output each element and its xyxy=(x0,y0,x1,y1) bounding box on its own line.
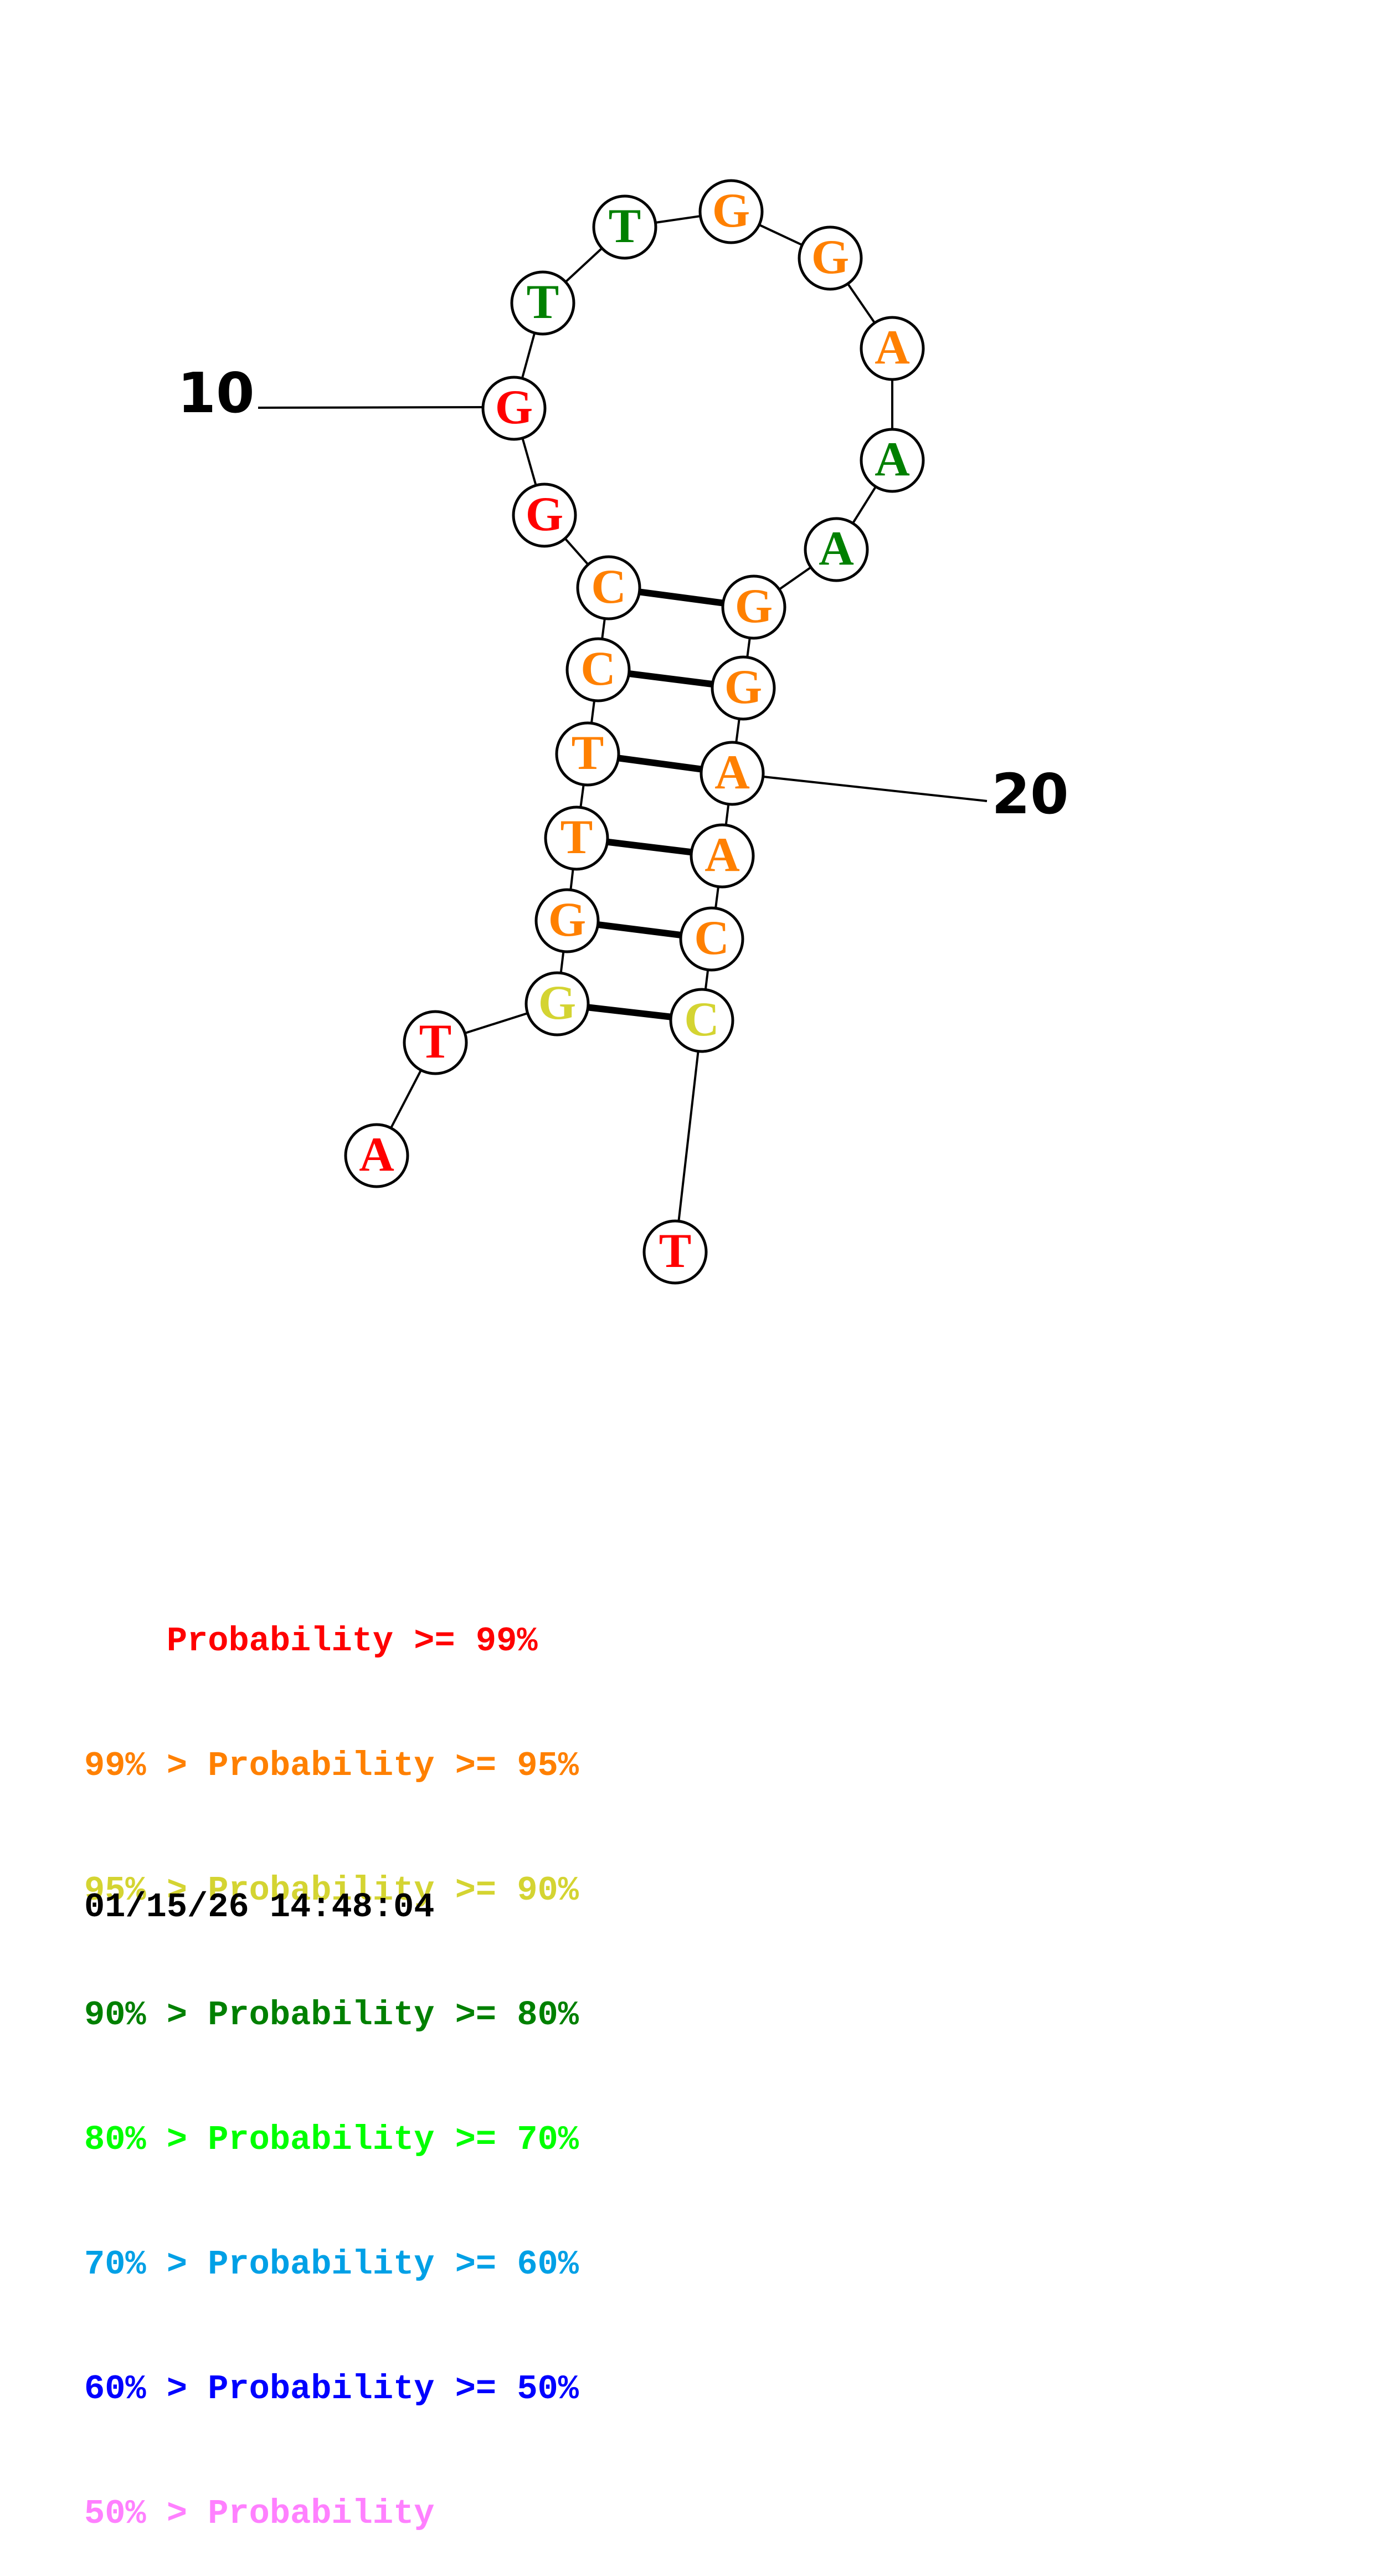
nucleotide-18: G xyxy=(721,574,786,640)
nucleotide-circle xyxy=(481,376,547,441)
nucleotide-letter: T xyxy=(609,199,641,253)
backbone-lines xyxy=(376,211,893,1253)
nucleotide-letter: A xyxy=(875,321,910,374)
index-label-line xyxy=(763,776,988,802)
nucleotide-6: T xyxy=(555,721,620,787)
backbone-segment xyxy=(674,1020,703,1253)
nucleotide-circle xyxy=(510,270,575,336)
nucleotide-circle xyxy=(698,179,764,244)
nucleotide-letter: C xyxy=(591,560,626,614)
nucleotide-5: T xyxy=(544,805,609,871)
nucleotide-circle xyxy=(592,194,657,260)
nucleotide-circle xyxy=(798,225,863,291)
nucleotide-letter: T xyxy=(572,726,604,780)
nucleotide-letter: G xyxy=(724,660,762,714)
nucleotide-9: G xyxy=(512,483,577,548)
nucleotide-8: C xyxy=(576,555,641,620)
nucleotide-21: A xyxy=(690,823,755,889)
nucleotide-circle xyxy=(344,1123,409,1188)
nucleotide-circle xyxy=(711,655,776,721)
nucleotide-19: G xyxy=(711,655,776,721)
nucleotide-letter: T xyxy=(659,1224,692,1278)
timestamp: 01/15/26 14:48:04 xyxy=(84,1887,435,1927)
nucleotide-letter: A xyxy=(819,522,854,576)
nucleotide-letter: G xyxy=(712,184,750,238)
nucleotide-letter: G xyxy=(538,976,576,1030)
nucleotide-letter: G xyxy=(495,381,533,434)
nucleotide-15: A xyxy=(860,316,925,381)
nucleotide-circle xyxy=(642,1219,708,1285)
nucleotide-letter: C xyxy=(684,993,719,1046)
base-pair-lines xyxy=(587,588,724,1020)
nucleotide-16: A xyxy=(860,428,925,493)
nucleotide-circle xyxy=(804,517,869,582)
nucleotide-circle xyxy=(690,823,755,889)
nucleotide-letter: C xyxy=(694,911,729,965)
nucleotide-circle xyxy=(544,805,609,871)
nucleotide-22: C xyxy=(679,906,744,972)
nucleotide-12: T xyxy=(592,194,657,260)
legend-row-p60: 70% > Probability >= 60% xyxy=(84,2245,579,2284)
nucleotide-circle xyxy=(512,483,577,548)
nucleotide-letter: T xyxy=(527,275,559,329)
nucleotide-letter: A xyxy=(714,746,750,799)
probability-legend: Probability >= 99% 99% > Probability >= … xyxy=(84,1537,579,2576)
legend-row-p95: 99% > Probability >= 95% xyxy=(84,1746,579,1785)
index-label-line xyxy=(258,406,485,409)
nucleotide-circle xyxy=(565,637,631,702)
base-pair-line xyxy=(639,588,724,607)
legend-row-p70: 80% > Probability >= 70% xyxy=(84,2120,579,2159)
nucleotide-letter: C xyxy=(580,642,616,696)
base-pair-line xyxy=(606,838,692,856)
base-pair-line xyxy=(587,1004,672,1020)
nucleotide-23: C xyxy=(669,988,734,1053)
nucleotide-circle xyxy=(860,428,925,493)
nucleotide-circle xyxy=(700,741,765,806)
nucleotide-circle xyxy=(576,555,641,620)
nucleotide-letter: A xyxy=(359,1128,394,1182)
nucleotide-circle xyxy=(534,888,600,953)
nucleotide-circle xyxy=(679,906,744,972)
legend-row-p90: 95% > Probability >= 90% xyxy=(84,1871,579,1910)
nucleotide-letter: A xyxy=(705,828,740,882)
nucleotide-14: G xyxy=(798,225,863,291)
nucleotide-letter: T xyxy=(419,1015,452,1069)
nucleotide-letter: G xyxy=(811,230,849,284)
nucleotide-letter: G xyxy=(548,893,586,947)
nucleotide-circle xyxy=(669,988,734,1053)
nucleotide-4: G xyxy=(534,888,600,953)
nucleotide-3: G xyxy=(524,971,590,1036)
nucleotide-circle xyxy=(860,316,925,381)
base-pair-line xyxy=(618,755,702,773)
nucleotide-letter: T xyxy=(560,810,593,864)
nucleotide-letter: G xyxy=(735,579,773,633)
index-label-10: 10 xyxy=(177,361,254,425)
nucleotide-circle xyxy=(555,721,620,787)
base-pair-line xyxy=(628,670,713,687)
nucleotide-circle xyxy=(403,1010,468,1075)
legend-row-p0: 50% > Probability xyxy=(84,2494,435,2533)
nucleotide-24: T xyxy=(642,1219,708,1285)
nucleotide-2: T xyxy=(403,1010,468,1075)
nucleotide-1: A xyxy=(344,1123,409,1188)
legend-row-p99: Probability >= 99% xyxy=(84,1621,538,1661)
nucleotide-circle xyxy=(524,971,590,1036)
legend-row-p80: 90% > Probability >= 80% xyxy=(84,1995,579,2035)
nucleotide-20: A xyxy=(700,741,765,806)
legend-row-p50: 60% > Probability >= 50% xyxy=(84,2369,579,2409)
index-label-20: 20 xyxy=(991,762,1068,827)
base-pair-line xyxy=(597,921,682,938)
nucleotide-13: G xyxy=(698,179,764,244)
index-labels: 10 20 xyxy=(177,361,1068,827)
nucleotide-17: A xyxy=(804,517,869,582)
nucleotide-circle xyxy=(721,574,786,640)
nucleotide-11: T xyxy=(510,270,575,336)
nucleotide-letter: G xyxy=(526,488,563,541)
nucleotide-10: G xyxy=(481,376,547,441)
nucleotide-letter: A xyxy=(875,433,910,486)
nucleotide-7: C xyxy=(565,637,631,702)
